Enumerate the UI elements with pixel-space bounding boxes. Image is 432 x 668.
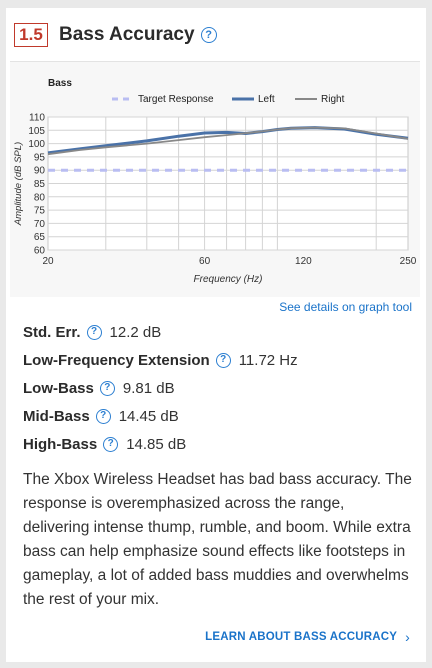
stat-label: Low-Bass [23,379,94,397]
y-tick-label: 65 [34,232,46,243]
y-tick-label: 100 [28,139,45,150]
stat-value: 14.85 dB [126,435,187,453]
stat-label: Std. Err. [23,323,81,341]
stat-label: Low-Frequency Extension [23,351,210,369]
x-tick-label: 60 [199,256,211,267]
question-circle-icon[interactable]: ? [103,436,119,452]
y-tick-label: 60 [34,246,46,257]
x-tick-label: 20 [42,256,54,267]
stat-row: Std. Err. ? 12.2 dB [23,318,298,346]
question-circle-icon[interactable]: ? [86,324,102,340]
x-tick-label: 120 [295,256,312,267]
stat-row: Low-Frequency Extension ? 11.72 Hz [23,346,298,374]
legend-label: Right [321,94,345,105]
stat-row: Mid-Bass ? 14.45 dB [23,402,298,430]
y-tick-label: 90 [34,166,46,177]
legend-label: Left [258,94,275,105]
stat-value: 9.81 dB [122,379,175,397]
x-axis-label: Frequency (Hz) [194,274,263,285]
score-badge: 1.5 [14,23,48,47]
y-tick-label: 80 [34,192,46,203]
stat-value: 11.72 Hz [238,351,298,369]
description-text: The Xbox Wireless Headset has bad bass a… [23,471,412,608]
stats-list: Std. Err. ? 12.2 dB Low-Frequency Extens… [23,318,298,458]
stat-value: 12.2 dB [109,323,162,341]
chart-title: Bass [48,78,72,89]
stat-label: High-Bass [23,435,98,453]
y-tick-label: 95 [34,152,46,163]
learn-more-link[interactable]: LEARN ABOUT BASS ACCURACY › [205,629,410,645]
y-tick-label: 85 [34,179,46,190]
x-tick-label: 250 [400,256,417,267]
y-tick-label: 70 [34,219,46,230]
series-line-right [47,126,409,156]
y-tick-label: 105 [28,126,45,137]
stat-value: 14.45 dB [118,407,179,425]
section-title: Bass Accuracy [59,24,195,45]
stat-label: Mid-Bass [23,407,90,425]
question-circle-icon[interactable]: ? [95,408,111,424]
question-circle-icon[interactable]: ? [99,380,115,396]
question-circle-icon[interactable]: ? [200,27,217,43]
question-circle-icon[interactable]: ? [215,352,231,368]
legend-label: Target Response [138,94,214,105]
learn-more-label: LEARN ABOUT BASS ACCURACY [205,631,398,643]
card-header: 1.5 Bass Accuracy ? [14,21,217,49]
chevron-right-icon: › [405,629,410,645]
stat-row: Low-Bass ? 9.81 dB [23,374,298,402]
y-tick-label: 110 [29,113,45,124]
y-tick-label: 75 [34,206,46,217]
graph-tool-link[interactable]: See details on graph tool [279,300,412,314]
stat-row: High-Bass ? 14.85 dB [23,430,298,458]
bass-chart: 60 65 70 75 80 85 90 95 100 105 110 20 60 120 250 Bass F… [10,61,420,297]
y-axis-label: Amplitude (dB SPL) [13,142,24,226]
bass-accuracy-card: 1.5 Bass Accuracy ? 60 65 70 75 80 85 90 95 100 1… [6,8,426,662]
